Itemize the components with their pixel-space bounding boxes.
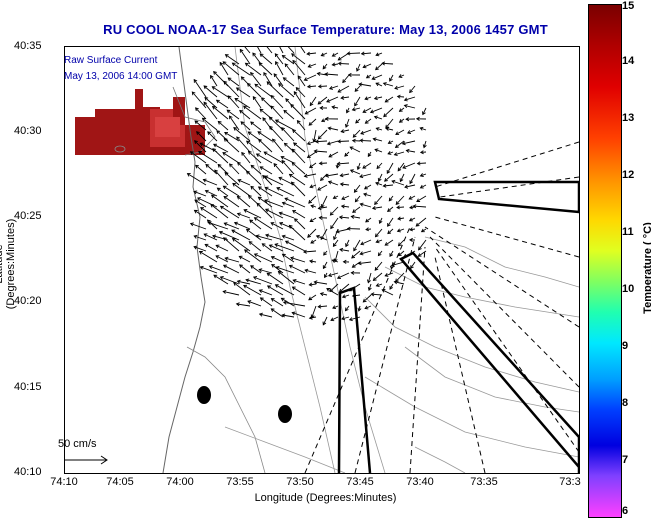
y-tick: 40:25 <box>14 210 42 222</box>
y-tick: 40:20 <box>14 295 42 307</box>
colorbar-tick: 14 <box>622 55 635 67</box>
colorbar-tick: 6 <box>622 505 629 517</box>
annotation-line1: Raw Surface Current <box>64 55 158 66</box>
colorbar-tick: 13 <box>622 112 635 124</box>
scale-label: 50 cm/s <box>58 438 97 450</box>
annotation-line2: May 13, 2006 14:00 GMT <box>64 71 178 82</box>
map-title: RU COOL NOAA-17 Sea Surface Temperature:… <box>103 22 548 37</box>
y-axis-label: Latitude (Degrees:Minutes) <box>0 218 17 310</box>
colorbar-tick: 9 <box>622 340 629 352</box>
colorbar-label: Temperature ( °C) <box>642 222 651 314</box>
radial-lines <box>304 141 579 473</box>
x-tick: 73:55 <box>226 476 254 488</box>
sst-patch <box>75 89 205 155</box>
colorbar-tick: 11 <box>622 226 634 238</box>
y-tick: 40:35 <box>14 40 42 52</box>
colorbar-tick: 12 <box>622 169 635 181</box>
colorbar-tick: 8 <box>622 397 629 409</box>
temperature-colorbar <box>588 4 622 518</box>
colorbar-tick: 15 <box>622 0 635 12</box>
map-plot-area[interactable] <box>64 46 580 474</box>
x-tick: 73:45 <box>346 476 374 488</box>
station-marker[interactable] <box>278 405 292 423</box>
scale-arrow <box>65 455 108 465</box>
y-tick: 40:10 <box>14 466 42 478</box>
x-tick: 73:50 <box>286 476 314 488</box>
station-marker[interactable] <box>197 386 211 404</box>
colorbar-tick: 10 <box>622 283 635 295</box>
x-tick: 73:3 <box>559 476 581 488</box>
x-tick: 73:35 <box>470 476 498 488</box>
x-tick: 73:40 <box>406 476 434 488</box>
map-canvas <box>65 47 579 473</box>
y-tick: 40:15 <box>14 381 42 393</box>
y-tick: 40:30 <box>14 125 42 137</box>
radar-beams <box>337 180 579 473</box>
colorbar-tick: 7 <box>622 454 629 466</box>
x-tick: 74:05 <box>106 476 134 488</box>
coastline <box>162 47 206 473</box>
bathymetry-contours <box>224 47 579 473</box>
x-tick: 74:00 <box>166 476 194 488</box>
x-tick: 74:10 <box>50 476 78 488</box>
surface-current-arrows <box>186 47 427 326</box>
x-axis-label: Longitude (Degrees:Minutes) <box>254 492 397 504</box>
